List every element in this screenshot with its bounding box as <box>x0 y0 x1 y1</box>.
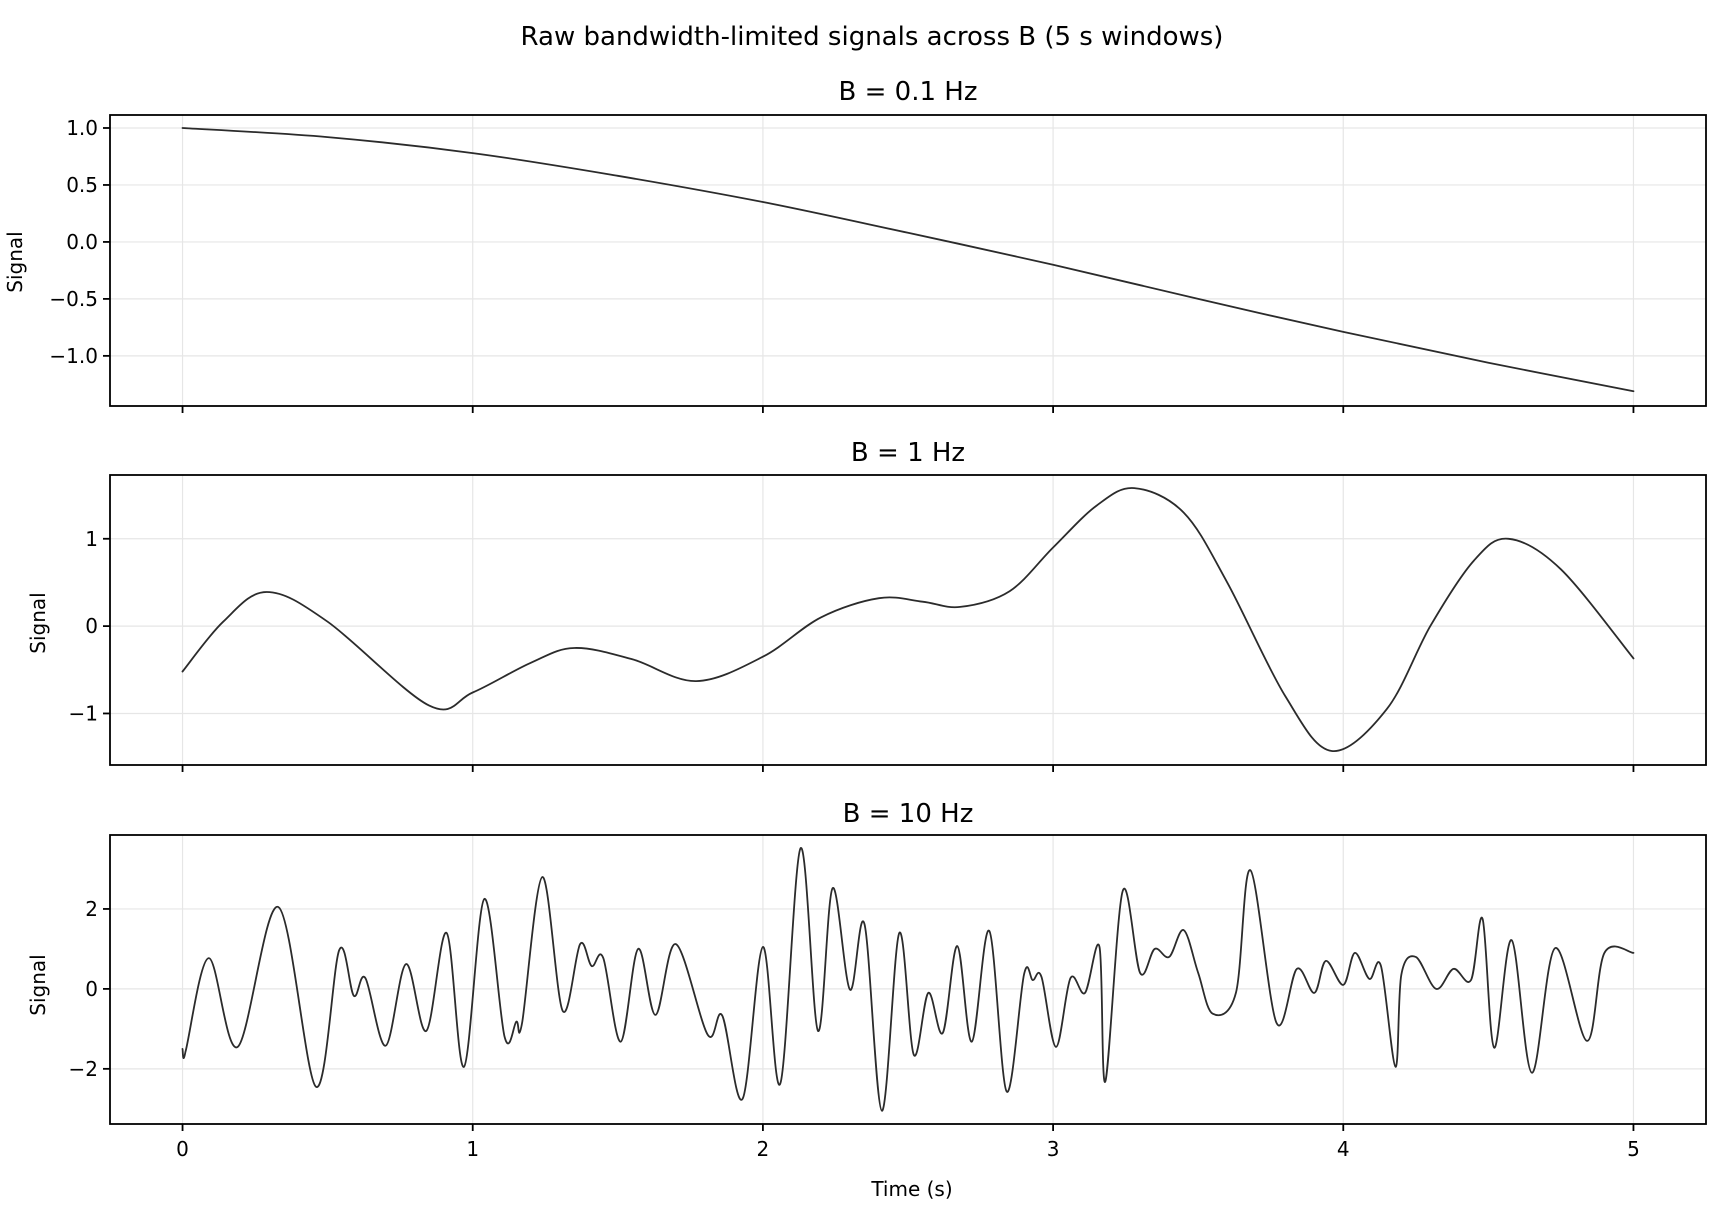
y-tick-label: 1.0 <box>66 116 98 140</box>
y-axis-label: Signal <box>3 231 27 292</box>
x-tick-label: 1 <box>466 1137 479 1161</box>
signal-line <box>181 847 1635 1112</box>
subplot-title: B = 0.1 Hz <box>839 77 978 107</box>
y-tick-label: −1.0 <box>49 344 98 368</box>
y-axis-label: Signal <box>26 954 50 1015</box>
axes-frame <box>109 114 1707 407</box>
x-tick-label: 5 <box>1627 1137 1640 1161</box>
gridlines <box>110 115 1706 406</box>
subplot-b-10-hz: B = 10 Hz 0 1 2 3 4 5 2 0 −2 Signal Time (s) <box>26 799 1707 1201</box>
y-tick-label: 2 <box>85 897 98 921</box>
y-tick-label: 0.0 <box>66 230 98 254</box>
axes-frame <box>109 834 1707 1125</box>
x-axis-label: Time (s) <box>870 1177 952 1201</box>
y-tick-label: −0.5 <box>49 287 98 311</box>
axis-ticks: 0 1 2 3 4 5 2 0 −2 <box>69 897 1640 1161</box>
subplot-title: B = 1 Hz <box>851 438 965 468</box>
axes-frame <box>109 474 1707 766</box>
y-axis-label: Signal <box>26 592 50 653</box>
gridlines <box>110 475 1706 765</box>
signal-line <box>181 127 1635 393</box>
subplot-title: B = 10 Hz <box>843 799 974 829</box>
x-tick-label: 0 <box>176 1137 189 1161</box>
y-tick-label: −1 <box>69 701 98 725</box>
y-tick-label: 1 <box>85 527 98 551</box>
x-tick-label: 3 <box>1047 1137 1060 1161</box>
x-tick-label: 2 <box>757 1137 770 1161</box>
y-tick-label: −2 <box>69 1057 98 1081</box>
axis-ticks: 1.0 0.5 0.0 −0.5 −1.0 <box>49 116 1635 413</box>
y-tick-label: 0 <box>85 977 98 1001</box>
figure-suptitle: Raw bandwidth-limited signals across B (… <box>521 22 1224 52</box>
y-tick-label: 0 <box>85 614 98 638</box>
signal-line <box>181 487 1635 752</box>
axis-ticks: 1 0 −1 <box>69 527 1635 772</box>
gridlines <box>110 835 1706 1124</box>
x-tick-label: 4 <box>1337 1137 1350 1161</box>
subplot-b-0-1-hz: B = 0.1 Hz 1.0 0.5 0.0 −0.5 −1.0 Signal <box>3 77 1707 413</box>
subplot-b-1-hz: B = 1 Hz 1 0 −1 Signal <box>26 438 1707 772</box>
y-tick-label: 0.5 <box>66 173 98 197</box>
